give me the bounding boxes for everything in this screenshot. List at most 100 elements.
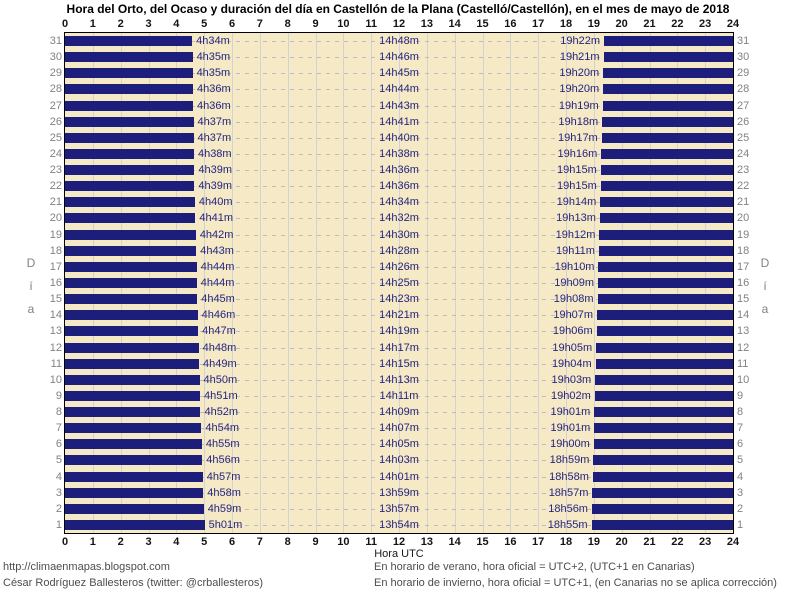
row-dashed-gridline xyxy=(65,395,733,397)
night-bar-right xyxy=(603,68,733,79)
night-bar-right xyxy=(597,310,733,321)
sunrise-label: 4h34m xyxy=(196,35,230,48)
sunrise-label: 4h54m xyxy=(205,422,240,435)
row-dashed-gridline xyxy=(65,137,733,139)
day-number-right: 22 xyxy=(737,180,750,193)
x-tick-bottom: 13 xyxy=(420,536,433,548)
y-axis-label-char: í xyxy=(763,279,767,293)
row-dashed-gridline xyxy=(65,89,733,91)
x-tick-top: 8 xyxy=(284,18,291,30)
night-bar-left xyxy=(65,261,197,272)
day-number-left: 19 xyxy=(49,228,62,241)
day-length-label: 14h44m xyxy=(379,83,419,96)
row-dashed-gridline xyxy=(65,492,733,494)
sunrise-label: 4h35m xyxy=(196,51,231,64)
night-bar-right xyxy=(592,487,733,498)
day-length-label: 13h54m xyxy=(379,518,419,531)
day-number-right: 31 xyxy=(737,35,750,48)
day-number-left: 22 xyxy=(49,180,62,193)
x-tick-bottom: 12 xyxy=(392,536,406,548)
sunset-label: 18h56m xyxy=(548,502,588,515)
day-number-right: 12 xyxy=(737,341,750,354)
row-dashed-gridline xyxy=(65,315,733,317)
sunrise-label: 4h46m xyxy=(201,309,236,322)
night-bar-left xyxy=(65,132,194,143)
row-dashed-gridline xyxy=(65,460,733,462)
x-tick-top: 14 xyxy=(448,18,461,30)
sunset-label: 19h19m xyxy=(558,99,599,112)
row-dashed-gridline xyxy=(65,331,733,333)
day-length-label: 14h36m xyxy=(379,164,419,177)
x-tick-bottom: 17 xyxy=(532,536,545,548)
sunset-label: 19h22m xyxy=(560,35,601,48)
sunset-label: 18h57m xyxy=(548,486,589,499)
day-length-label: 14h01m xyxy=(379,470,419,483)
row-dashed-gridline xyxy=(65,444,733,446)
day-number-left: 28 xyxy=(49,83,62,96)
x-tick-top: 16 xyxy=(504,18,517,30)
footer-url: http://climaenmapas.blogspot.com xyxy=(3,561,170,573)
day-number-right: 9 xyxy=(737,389,744,402)
night-bar-right xyxy=(592,471,733,482)
night-bar-right xyxy=(603,52,733,63)
sunset-label: 19h18m xyxy=(558,115,599,128)
row-dashed-gridline xyxy=(65,170,733,172)
sunset-label: 19h14m xyxy=(556,196,597,209)
x-tick-bottom: 6 xyxy=(228,536,236,548)
x-tick-top: 12 xyxy=(392,18,406,30)
day-length-label: 14h41m xyxy=(379,115,419,128)
row-dashed-gridline xyxy=(65,347,733,349)
night-bar-left xyxy=(65,471,203,482)
day-number-left: 9 xyxy=(55,389,62,402)
sunset-label: 19h13m xyxy=(556,212,596,225)
day-length-label: 14h36m xyxy=(379,180,419,193)
row-dashed-gridline xyxy=(65,250,733,252)
day-length-label: 14h26m xyxy=(379,260,419,273)
day-number-left: 8 xyxy=(55,406,62,419)
sunrise-label: 4h35m xyxy=(196,67,231,80)
x-tick-bottom: 7 xyxy=(256,536,263,548)
day-number-left: 29 xyxy=(49,67,62,80)
x-tick-top: 0 xyxy=(61,18,69,30)
night-bar-right xyxy=(600,197,733,208)
x-tick-bottom: 1 xyxy=(89,536,96,548)
night-bar-right xyxy=(594,407,733,418)
day-number-right: 28 xyxy=(737,83,750,96)
day-number-left: 16 xyxy=(49,277,62,289)
x-tick-bottom: 8 xyxy=(284,536,291,548)
night-bar-right xyxy=(596,342,733,353)
x-tick-top: 1 xyxy=(89,18,96,30)
sunrise-label: 4h56m xyxy=(206,454,240,467)
sunrise-label: 4h47m xyxy=(202,325,236,338)
x-tick-top: 18 xyxy=(559,18,573,30)
x-tick-bottom: 10 xyxy=(337,536,350,548)
y-axis-label-char: D xyxy=(760,256,770,270)
x-tick-top: 13 xyxy=(420,18,433,30)
day-length-label: 14h17m xyxy=(379,341,419,354)
day-number-left: 15 xyxy=(49,293,62,306)
x-tick-bottom: 0 xyxy=(61,536,69,548)
sunset-label: 19h11m xyxy=(556,244,595,257)
night-bar-right xyxy=(600,165,733,176)
x-tick-bottom: 19 xyxy=(587,536,600,548)
x-tick-bottom: 11 xyxy=(365,536,377,548)
day-length-label: 14h45m xyxy=(379,67,419,80)
sunset-label: 19h09m xyxy=(554,277,595,289)
day-number-left: 1 xyxy=(55,518,62,531)
sunrise-label: 4h36m xyxy=(197,83,231,96)
day-number-right: 11 xyxy=(737,357,749,370)
day-number-left: 7 xyxy=(55,422,62,435)
night-bar-left xyxy=(65,68,193,79)
sunset-label: 19h21m xyxy=(559,51,600,64)
x-tick-bottom: 3 xyxy=(145,536,152,548)
day-number-right: 23 xyxy=(737,164,750,177)
day-number-right: 17 xyxy=(737,260,750,273)
x-tick-top: 17 xyxy=(532,18,545,30)
night-bar-left xyxy=(65,165,195,176)
x-tick-bottom: 5 xyxy=(201,536,208,548)
sunset-label: 19h08m xyxy=(553,293,594,306)
day-number-left: 21 xyxy=(49,196,62,209)
sunrise-label: 4h58m xyxy=(207,486,241,499)
night-bar-left xyxy=(65,52,193,63)
